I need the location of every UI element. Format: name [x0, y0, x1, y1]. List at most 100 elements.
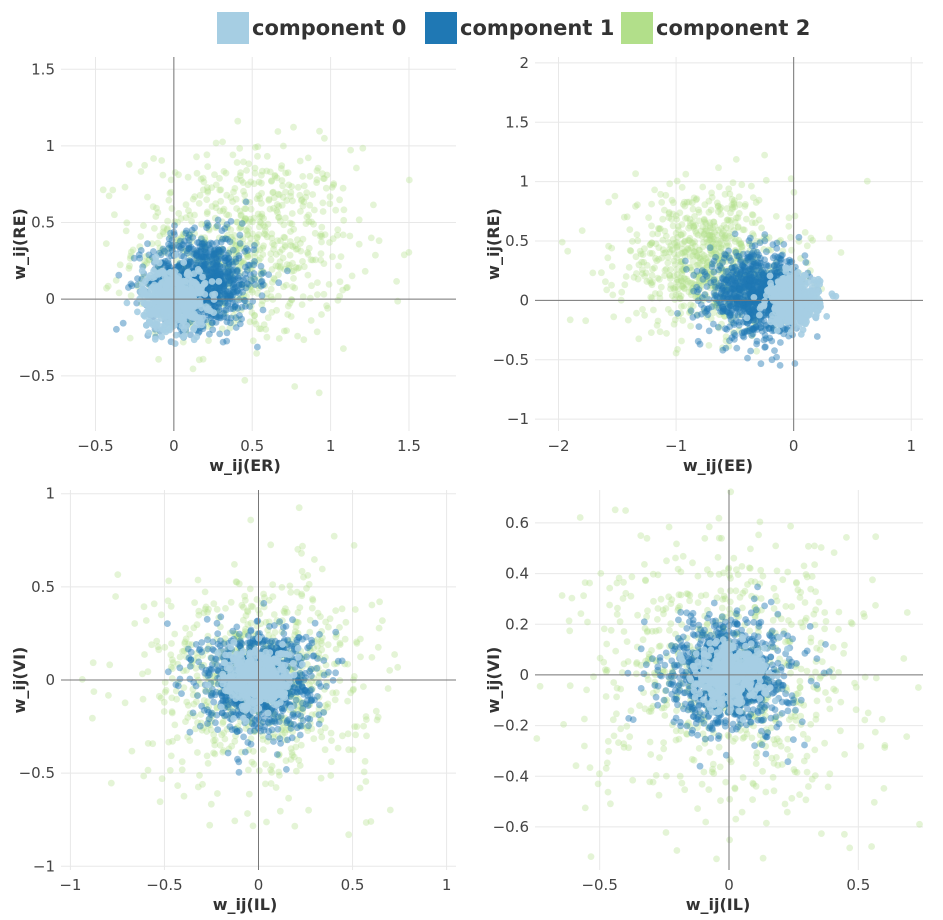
data-point	[291, 242, 299, 250]
data-point	[666, 180, 674, 188]
data-point	[236, 231, 244, 239]
data-point	[263, 167, 271, 175]
data-point	[211, 251, 219, 259]
data-point	[168, 675, 176, 682]
data-point	[206, 330, 213, 338]
data-point	[352, 731, 359, 739]
data-point	[608, 263, 616, 270]
data-point	[227, 226, 235, 234]
data-point	[314, 164, 322, 172]
data-point	[159, 299, 167, 307]
data-point	[731, 219, 739, 226]
data-point	[277, 263, 285, 271]
data-point	[682, 257, 689, 265]
data-point	[203, 151, 211, 159]
data-point	[297, 208, 304, 215]
data-point	[832, 292, 840, 300]
data-point	[207, 321, 215, 329]
data-point	[238, 258, 245, 266]
data-point	[298, 301, 306, 308]
data-point	[181, 332, 189, 339]
data-point	[233, 205, 241, 212]
data-point	[670, 199, 677, 207]
data-point	[229, 236, 236, 244]
data-point	[162, 686, 170, 694]
data-point	[318, 238, 325, 246]
y-tick-label: −1	[507, 410, 529, 428]
data-point	[190, 336, 198, 344]
data-point	[144, 193, 151, 201]
data-point	[748, 182, 755, 190]
data-point	[705, 327, 713, 335]
data-point	[356, 784, 364, 792]
data-point	[762, 343, 769, 351]
data-point	[213, 284, 221, 291]
data-point	[271, 172, 279, 179]
data-point	[251, 275, 259, 283]
data-point	[247, 282, 254, 290]
data-point	[801, 229, 809, 236]
data-point	[141, 312, 149, 320]
data-point	[231, 185, 239, 192]
data-point	[767, 318, 774, 326]
data-point	[210, 251, 217, 258]
data-point	[285, 264, 293, 272]
data-point	[782, 264, 790, 272]
data-point	[276, 191, 283, 199]
x-axis-title: w_ij(EE)	[683, 456, 753, 475]
data-point	[296, 157, 304, 165]
data-point	[357, 653, 364, 661]
data-point	[265, 195, 273, 203]
data-point	[335, 262, 342, 270]
data-point	[164, 620, 171, 627]
data-point	[340, 345, 347, 352]
data-point	[221, 310, 229, 317]
data-point	[791, 212, 799, 220]
y-tick-label: 1	[45, 137, 55, 155]
data-point	[254, 289, 261, 297]
data-point	[249, 230, 256, 238]
data-point	[246, 240, 254, 248]
data-point	[362, 778, 370, 785]
data-point	[166, 767, 174, 774]
data-point	[791, 360, 799, 367]
data-point	[212, 262, 220, 269]
data-point	[744, 354, 751, 362]
data-point	[216, 246, 224, 254]
data-point	[125, 161, 133, 168]
data-point	[823, 313, 831, 320]
data-point	[211, 248, 218, 255]
data-point	[189, 234, 197, 241]
data-point	[240, 217, 248, 225]
data-point	[347, 146, 354, 154]
data-point	[246, 261, 254, 269]
data-point	[258, 167, 266, 175]
data-point	[177, 215, 185, 223]
data-point	[674, 346, 681, 353]
data-point	[247, 619, 255, 627]
data-point	[251, 259, 259, 267]
data-point	[276, 258, 284, 266]
data-point	[161, 643, 169, 651]
data-point	[241, 197, 249, 205]
data-point	[735, 193, 743, 201]
data-point	[794, 268, 802, 276]
data-point	[294, 609, 302, 616]
data-point	[321, 724, 329, 732]
data-point	[796, 307, 804, 315]
data-point	[181, 290, 189, 297]
data-point	[696, 340, 704, 348]
data-point	[195, 200, 203, 207]
data-point	[310, 735, 318, 743]
data-point	[299, 173, 307, 180]
data-point	[267, 766, 274, 774]
data-point	[800, 272, 808, 280]
data-point	[136, 243, 144, 251]
data-point	[678, 231, 685, 239]
data-point	[359, 144, 367, 152]
data-point	[624, 316, 632, 324]
data-point	[673, 177, 681, 185]
data-point	[611, 192, 619, 200]
data-point	[267, 293, 275, 301]
data-point	[658, 199, 666, 206]
